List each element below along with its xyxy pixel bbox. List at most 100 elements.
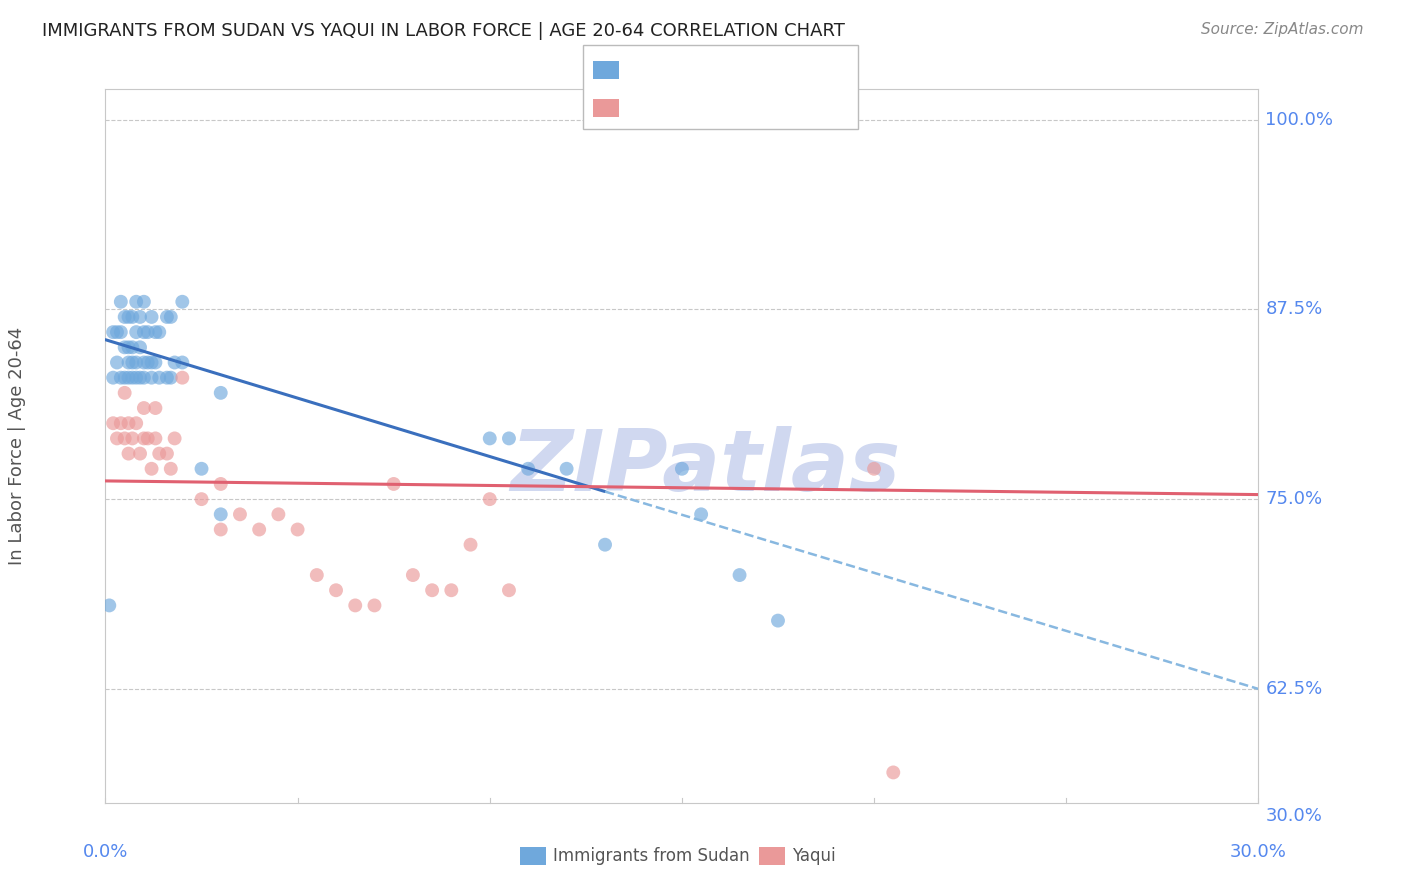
- Point: [478, 492, 501, 507]
- Point: [129, 370, 152, 384]
- Point: [728, 568, 751, 582]
- Text: Immigrants from Sudan: Immigrants from Sudan: [553, 847, 749, 865]
- Point: [420, 583, 443, 598]
- Point: [163, 355, 186, 369]
- Point: [110, 294, 132, 309]
- Point: [690, 508, 713, 522]
- Point: [132, 431, 155, 445]
- Point: [671, 462, 693, 476]
- Point: [125, 325, 148, 339]
- Point: [148, 370, 170, 384]
- Point: [172, 294, 194, 309]
- Point: [267, 508, 290, 522]
- Point: [156, 447, 179, 461]
- Point: [110, 325, 132, 339]
- Text: 0.0%: 0.0%: [83, 843, 128, 861]
- Point: [132, 401, 155, 415]
- Point: [145, 401, 167, 415]
- Point: [555, 462, 578, 476]
- Point: [172, 370, 194, 384]
- Point: [498, 431, 520, 445]
- Point: [163, 431, 186, 445]
- Point: [460, 538, 482, 552]
- Point: [363, 599, 385, 613]
- Point: [117, 447, 139, 461]
- Point: [129, 340, 152, 354]
- Point: [136, 325, 159, 339]
- Point: [305, 568, 328, 582]
- Point: [229, 508, 252, 522]
- Point: [117, 416, 139, 430]
- Point: [766, 614, 789, 628]
- Text: Source: ZipAtlas.com: Source: ZipAtlas.com: [1201, 22, 1364, 37]
- Point: [105, 431, 128, 445]
- Point: [125, 416, 148, 430]
- Point: [247, 523, 270, 537]
- Point: [141, 355, 163, 369]
- Point: [145, 431, 167, 445]
- Point: [125, 294, 148, 309]
- Point: [287, 523, 309, 537]
- Point: [159, 370, 181, 384]
- Text: 62.5%: 62.5%: [1265, 680, 1323, 698]
- Point: [101, 370, 124, 384]
- Point: [98, 599, 121, 613]
- Point: [101, 325, 124, 339]
- Point: [117, 340, 139, 354]
- Text: 30.0%: 30.0%: [1265, 807, 1322, 825]
- Point: [172, 355, 194, 369]
- Point: [101, 416, 124, 430]
- Point: [117, 370, 139, 384]
- Point: [105, 325, 128, 339]
- Point: [190, 492, 212, 507]
- Point: [209, 523, 232, 537]
- Point: [132, 355, 155, 369]
- Point: [148, 325, 170, 339]
- Point: [148, 447, 170, 461]
- Text: ZIPatlas: ZIPatlas: [510, 425, 900, 509]
- Point: [121, 431, 143, 445]
- Point: [121, 355, 143, 369]
- Point: [517, 462, 540, 476]
- Point: [110, 416, 132, 430]
- Point: [159, 462, 181, 476]
- Text: 58: 58: [742, 61, 765, 79]
- Point: [105, 355, 128, 369]
- Point: [114, 310, 136, 324]
- Text: Yaqui: Yaqui: [792, 847, 835, 865]
- Text: 30.0%: 30.0%: [1230, 843, 1286, 861]
- Text: -0.230: -0.230: [654, 61, 713, 79]
- Point: [498, 583, 520, 598]
- Point: [114, 340, 136, 354]
- Point: [132, 294, 155, 309]
- Point: [190, 462, 212, 476]
- Point: [209, 477, 232, 491]
- Point: [125, 355, 148, 369]
- Point: [209, 385, 232, 400]
- Point: [593, 538, 616, 552]
- Point: [129, 447, 152, 461]
- Text: IMMIGRANTS FROM SUDAN VS YAQUI IN LABOR FORCE | AGE 20-64 CORRELATION CHART: IMMIGRANTS FROM SUDAN VS YAQUI IN LABOR …: [42, 22, 845, 40]
- Point: [117, 355, 139, 369]
- Point: [209, 508, 232, 522]
- Point: [382, 477, 405, 491]
- Point: [156, 310, 179, 324]
- Text: R =: R =: [626, 61, 662, 79]
- Point: [121, 370, 143, 384]
- Text: In Labor Force | Age 20-64: In Labor Force | Age 20-64: [8, 326, 25, 566]
- Point: [136, 355, 159, 369]
- Point: [440, 583, 463, 598]
- Point: [141, 370, 163, 384]
- Point: [141, 462, 163, 476]
- Point: [882, 765, 904, 780]
- Point: [114, 431, 136, 445]
- Text: R =: R =: [626, 99, 662, 117]
- Point: [121, 340, 143, 354]
- Point: [114, 370, 136, 384]
- Point: [145, 355, 167, 369]
- Point: [156, 370, 179, 384]
- Point: [863, 462, 886, 476]
- Point: [478, 431, 501, 445]
- Point: [145, 325, 167, 339]
- Point: [125, 370, 148, 384]
